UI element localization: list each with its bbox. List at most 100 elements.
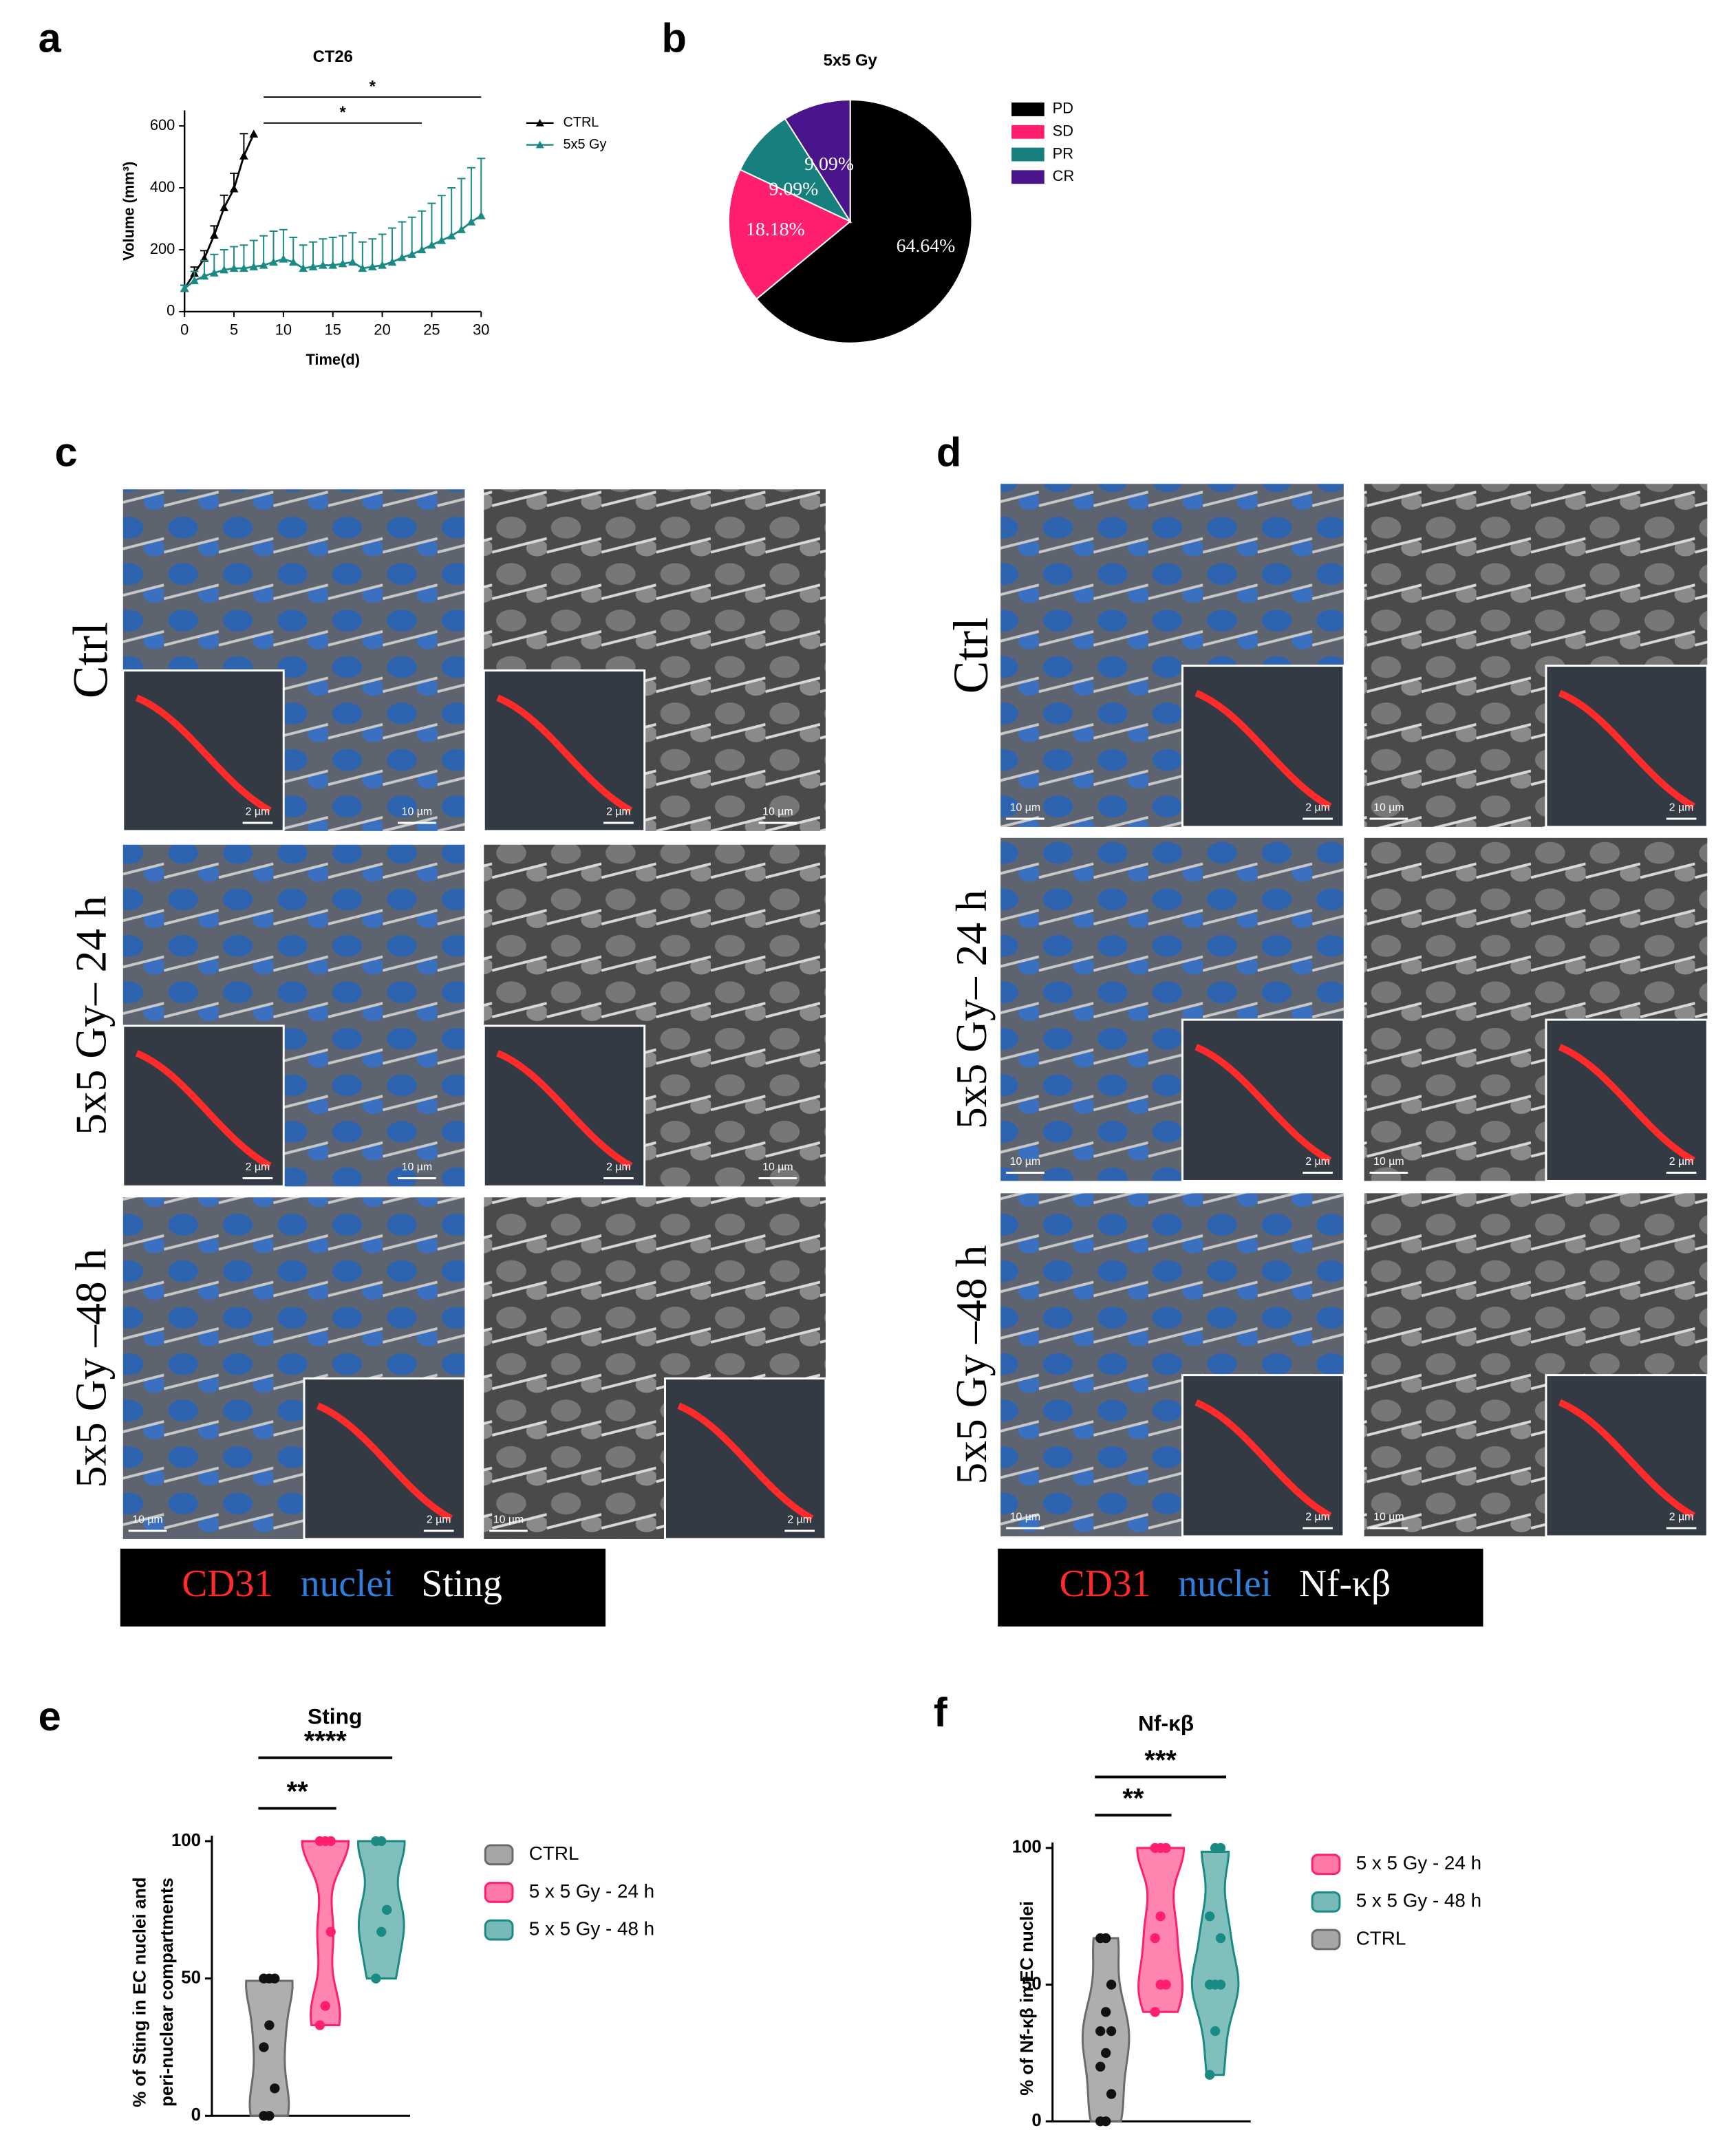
y-tick-label: 50 — [181, 1968, 201, 1987]
panel-letter: e — [39, 1693, 61, 1739]
inset-scale-label: 2 µm — [606, 806, 631, 817]
data-point — [1215, 1843, 1226, 1854]
data-point — [320, 2001, 330, 2011]
marker — [259, 261, 268, 269]
data-point — [376, 1836, 387, 1847]
marker — [239, 151, 248, 160]
inset-scale-label: 2 µm — [787, 1514, 812, 1525]
scale-label: 10 µm — [1373, 802, 1404, 813]
marker — [348, 257, 357, 266]
data-point — [270, 2083, 280, 2094]
y-tick-label: 600 — [150, 116, 175, 133]
violin — [301, 1840, 350, 2027]
marker — [367, 262, 377, 270]
violin — [1190, 1850, 1240, 2076]
legend-label: nuclei — [301, 1562, 394, 1605]
legend-label: Nf-κβ — [1299, 1562, 1391, 1605]
data-point — [1215, 1933, 1226, 1944]
row-label: 5x5 Gy –48 h — [67, 1249, 116, 1488]
y-axis-label: Volume (mm³) — [120, 162, 137, 261]
x-axis-label: Time(d) — [306, 351, 359, 368]
data-point — [314, 2020, 325, 2030]
pie-slice — [727, 169, 852, 300]
row-label: Ctrl — [944, 617, 998, 694]
legend-label: nuclei — [1178, 1562, 1272, 1605]
legend-swatch — [1311, 1891, 1341, 1913]
marker — [299, 264, 308, 272]
vessel — [1558, 1399, 1695, 1519]
vessel — [1558, 689, 1695, 810]
chart-title: Sting — [308, 1704, 362, 1729]
marker — [190, 276, 199, 285]
legend-marker — [535, 118, 544, 127]
legend-bar — [998, 1548, 1483, 1627]
row-label: 5x5 Gy– 24 h — [947, 890, 996, 1129]
legend-swatch — [1311, 1854, 1341, 1876]
legend-label: PR — [1053, 144, 1073, 162]
significance-label: *** — [1144, 1745, 1177, 1775]
vessel — [677, 1402, 814, 1522]
legend-label: CD31 — [182, 1562, 273, 1605]
data-point — [1101, 2048, 1111, 2059]
marker — [239, 264, 248, 272]
data-point — [1095, 2026, 1106, 2037]
legend-label: SD — [1053, 122, 1073, 139]
x-tick-label: 20 — [374, 321, 390, 339]
data-point — [264, 1973, 275, 1984]
significance-label: * — [339, 103, 346, 122]
chart-title: 5x5 Gy — [824, 52, 878, 70]
marker — [308, 262, 318, 270]
chart-title: Nf-κβ — [1138, 1711, 1194, 1736]
legend-label: 5 x 5 Gy - 24 h — [529, 1880, 654, 1902]
significance-label: * — [369, 77, 376, 96]
marker — [407, 250, 417, 258]
scale-label: 10 µm — [132, 1514, 162, 1525]
marker — [200, 271, 209, 280]
pie-slice — [784, 99, 851, 224]
data-point — [1101, 2007, 1111, 2017]
marker — [229, 264, 239, 272]
violin — [245, 1979, 294, 2117]
data-point — [1210, 1979, 1221, 1990]
marker — [417, 245, 427, 254]
legend-marker — [535, 140, 544, 149]
chart-title: CT26 — [313, 47, 353, 66]
data-point — [371, 1973, 381, 1984]
x-tick-label: 25 — [423, 321, 440, 339]
significance-label: ** — [1122, 1783, 1144, 1814]
row-label: 5x5 Gy –48 h — [947, 1245, 996, 1485]
violin — [1081, 1937, 1130, 2123]
data-point — [1210, 2026, 1221, 2037]
x-tick-label: 0 — [180, 321, 189, 339]
scale-label: 10 µm — [493, 1514, 524, 1525]
inset-scale-label: 2 µm — [606, 1161, 631, 1173]
legend-label: CTRL — [1356, 1927, 1406, 1948]
marker — [180, 283, 189, 292]
data-point — [1161, 1979, 1171, 1990]
marker — [338, 259, 347, 268]
vessel — [135, 694, 272, 814]
marker — [467, 217, 476, 226]
row-label: 5x5 Gy– 24 h — [67, 896, 116, 1135]
y-tick-label: 100 — [171, 1831, 201, 1850]
x-tick-label: 30 — [473, 321, 489, 339]
scale-label: 10 µm — [1010, 802, 1040, 813]
vessel — [1194, 1044, 1332, 1164]
marker — [269, 257, 278, 266]
y-axis-label: peri-nuclear compartments — [158, 1878, 177, 2107]
marker — [427, 240, 436, 249]
scale-label: 10 µm — [402, 806, 432, 817]
data-point — [1150, 1933, 1160, 1944]
marker — [219, 265, 229, 274]
data-point — [1101, 2116, 1111, 2127]
legend-swatch — [1011, 125, 1044, 139]
slice-label: 9.09% — [804, 153, 854, 175]
data-point — [1106, 1979, 1117, 1990]
scale-label: 10 µm — [762, 1161, 793, 1173]
marker — [288, 257, 298, 266]
y-axis-label: % of Nf-κβ in EC nuclei — [1018, 1901, 1037, 2096]
row-label: Ctrl — [63, 622, 118, 698]
data-point — [1106, 2089, 1117, 2099]
vessel — [496, 1050, 633, 1169]
